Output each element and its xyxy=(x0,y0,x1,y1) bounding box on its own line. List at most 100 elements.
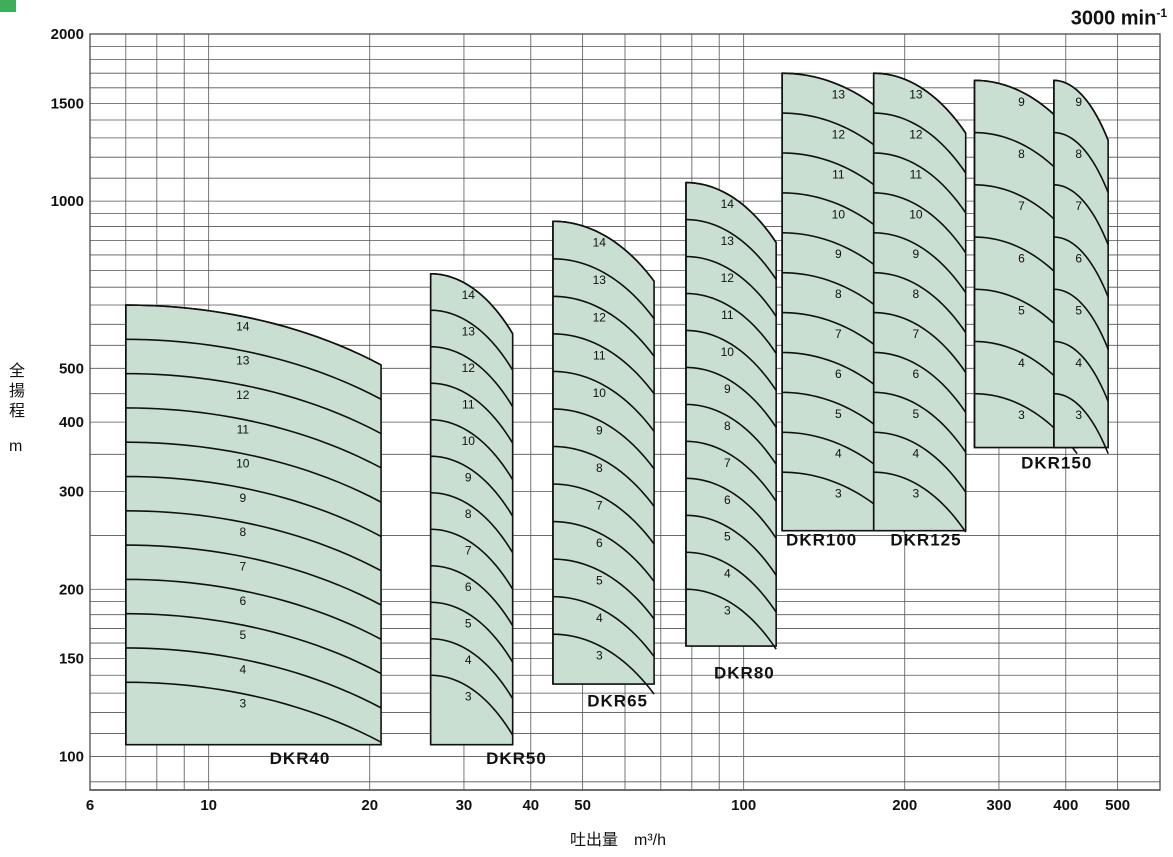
stage-label: 12 xyxy=(593,311,607,325)
stage-curve xyxy=(125,372,382,435)
stage-label: 6 xyxy=(465,580,472,594)
stage-label: 7 xyxy=(835,327,842,341)
stage-label: 10 xyxy=(593,386,607,400)
stage-curve xyxy=(125,544,382,606)
stage-label: 14 xyxy=(593,236,607,250)
stage-curve xyxy=(430,455,514,517)
stage-curve xyxy=(873,391,967,453)
stage-label: 13 xyxy=(593,273,607,287)
stage-curve xyxy=(125,441,382,503)
stage-label: 9 xyxy=(724,382,731,396)
stage-label: 9 xyxy=(596,423,603,437)
stage-curve xyxy=(430,528,514,590)
stage-curve xyxy=(685,218,777,280)
x-tick-label: 500 xyxy=(1105,797,1130,814)
model-label: DKR80 xyxy=(714,664,775,683)
pump-region xyxy=(872,72,967,532)
stage-label: 13 xyxy=(832,88,846,102)
x-tick-label: 40 xyxy=(522,797,539,814)
stage-label: 11 xyxy=(721,308,734,322)
stage-label: 6 xyxy=(1075,251,1082,265)
y-tick-label: 200 xyxy=(59,581,84,598)
stage-label: 5 xyxy=(596,574,603,588)
y-tick-label: 1000 xyxy=(51,193,84,210)
stage-curve xyxy=(430,418,514,481)
stage-curve xyxy=(685,551,777,613)
stage-label: 14 xyxy=(462,288,476,302)
stage-curve xyxy=(125,475,382,538)
stage-curve xyxy=(873,192,967,254)
stage-label: 4 xyxy=(724,567,731,581)
stage-label: 3 xyxy=(596,649,603,663)
stage-curve xyxy=(430,309,514,371)
stage-label: 6 xyxy=(239,594,246,608)
stage-label: 10 xyxy=(462,434,476,448)
stage-curve xyxy=(1053,79,1109,141)
stage-curve xyxy=(552,558,655,620)
stage-curve xyxy=(873,351,967,413)
stage-curve xyxy=(873,231,967,294)
stage-curve xyxy=(1053,392,1109,454)
stage-label: 6 xyxy=(835,367,842,381)
y-axis-unit: m xyxy=(9,438,23,455)
stage-label: 5 xyxy=(835,407,842,421)
stage-curve xyxy=(685,292,777,354)
stage-label: 9 xyxy=(239,491,246,505)
stage-label: 3 xyxy=(1018,408,1025,422)
stage-label: 13 xyxy=(909,88,923,102)
stage-label: 3 xyxy=(465,690,472,704)
y-tick-label: 100 xyxy=(59,748,84,765)
stage-label: 5 xyxy=(465,617,472,631)
stage-label: 12 xyxy=(236,388,250,402)
stage-label: 5 xyxy=(239,628,246,642)
stage-curve xyxy=(685,329,777,391)
stage-label: 4 xyxy=(913,447,920,461)
stage-label: 13 xyxy=(721,234,735,248)
stage-curve xyxy=(873,152,967,214)
model-label: DKR100 xyxy=(786,530,857,549)
stage-curve xyxy=(552,257,655,320)
stage-label: 4 xyxy=(596,611,603,625)
stage-label: 12 xyxy=(721,271,735,285)
stage-label: 4 xyxy=(835,447,842,461)
stage-label: 8 xyxy=(913,287,920,301)
stage-label: 8 xyxy=(596,461,603,475)
stage-label: 9 xyxy=(913,247,920,261)
y-axis-label: 全 揚 程 xyxy=(4,362,30,422)
stage-label: 9 xyxy=(835,247,842,261)
stage-label: 6 xyxy=(1018,251,1025,265)
stage-curve xyxy=(125,647,382,709)
stage-label: 3 xyxy=(1075,408,1082,422)
stage-curve xyxy=(873,431,967,493)
stage-curve xyxy=(125,612,382,675)
speed-label: 3000 min-1 xyxy=(1070,6,1167,30)
stage-curve xyxy=(873,271,967,334)
model-label: DKR40 xyxy=(270,749,331,768)
stage-label: 8 xyxy=(1075,147,1082,161)
stage-label: 3 xyxy=(913,487,920,501)
stage-label: 11 xyxy=(910,167,923,181)
stage-curve xyxy=(1053,340,1109,402)
x-tick-label: 100 xyxy=(731,797,756,814)
stage-label: 10 xyxy=(909,207,923,221)
stage-label: 9 xyxy=(1075,95,1082,109)
y-tick-label: 500 xyxy=(59,360,84,377)
x-tick-label: 10 xyxy=(200,797,217,814)
stage-label: 7 xyxy=(724,456,731,470)
stage-label: 8 xyxy=(1018,147,1025,161)
x-tick-label: 50 xyxy=(574,797,591,814)
stage-label: 11 xyxy=(832,167,845,181)
stage-label: 5 xyxy=(724,530,731,544)
stage-curve xyxy=(430,491,514,554)
stage-curve xyxy=(125,338,382,400)
stage-curve xyxy=(1053,236,1109,298)
stage-curve xyxy=(430,674,514,736)
stage-label: 5 xyxy=(1075,304,1082,318)
x-tick-label: 300 xyxy=(986,797,1011,814)
stage-curve xyxy=(430,564,514,627)
stage-curve xyxy=(552,295,655,357)
x-tick-label: 30 xyxy=(456,797,473,814)
y-tick-label: 1500 xyxy=(51,95,84,112)
y-tick-label: 400 xyxy=(59,414,84,431)
